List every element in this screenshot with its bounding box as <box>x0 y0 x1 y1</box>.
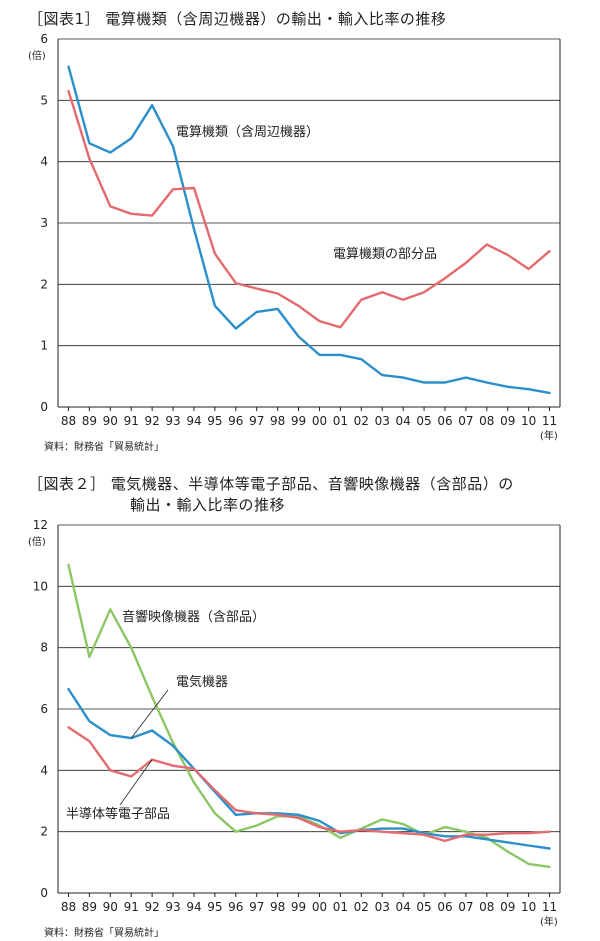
y-tick-label: 12 <box>33 518 48 532</box>
y-tick-label: 0 <box>40 400 48 414</box>
y-tick-label: 10 <box>33 579 48 593</box>
y-unit-label: (倍) <box>28 49 46 62</box>
x-tick-label: 09 <box>500 414 515 428</box>
y-tick-label: 5 <box>40 93 48 107</box>
y-tick-label: 4 <box>40 155 48 169</box>
x-tick-label: 04 <box>395 900 410 914</box>
x-tick-label: 11 <box>542 414 557 428</box>
y-tick-label: 6 <box>40 702 48 716</box>
y-tick-label: 2 <box>40 825 48 839</box>
series-line-0 <box>67 65 551 395</box>
x-tick-label: 96 <box>228 414 243 428</box>
x-tick-label: 92 <box>144 414 159 428</box>
chart2-title: ［図表２］ 電気機器、半導体等電子部品、音響映像機器（含部品）の <box>28 475 514 493</box>
x-tick-label: 07 <box>458 414 473 428</box>
x-tick-label: 88 <box>61 414 76 428</box>
series-label: 電算機類（含周辺機器） <box>176 124 319 140</box>
series-label: 電気機器 <box>176 674 228 690</box>
x-tick-label: 05 <box>416 900 431 914</box>
series-line-2 <box>67 726 551 843</box>
x-tick-label: 03 <box>375 414 390 428</box>
x-tick-label: 08 <box>479 414 494 428</box>
chart1-title: ［図表1］ 電算機類（含周辺機器）の輸出・輸入比率の推移 <box>28 10 447 28</box>
annotation-leader <box>119 759 153 806</box>
x-tick-label: 98 <box>270 900 285 914</box>
x-tick-label: 08 <box>479 900 494 914</box>
x-tick-label: 98 <box>270 414 285 428</box>
x-tick-label: 00 <box>312 414 327 428</box>
x-tick-label: 01 <box>333 414 348 428</box>
x-tick-label: 95 <box>207 900 222 914</box>
x-tick-label: 89 <box>82 900 97 914</box>
x-unit-label: (年) <box>540 915 558 928</box>
series-label: 音響映像機器（含部品） <box>122 609 265 625</box>
x-tick-label: 90 <box>103 900 118 914</box>
y-unit-label: (倍) <box>28 535 46 548</box>
y-tick-label: 6 <box>40 32 48 46</box>
series-label: 半導体等電子部品 <box>66 806 170 822</box>
x-tick-label: 88 <box>61 900 76 914</box>
y-tick-label: 0 <box>40 886 48 900</box>
x-tick-label: 90 <box>103 414 118 428</box>
x-unit-label: (年) <box>540 429 558 442</box>
x-tick-label: 11 <box>542 900 557 914</box>
x-tick-label: 91 <box>124 414 139 428</box>
series-line-1 <box>67 89 551 329</box>
x-tick-label: 93 <box>165 414 180 428</box>
y-tick-label: 4 <box>40 763 48 777</box>
x-tick-label: 09 <box>500 900 515 914</box>
x-tick-label: 91 <box>124 900 139 914</box>
x-tick-label: 99 <box>291 900 306 914</box>
series-line-0 <box>67 563 551 869</box>
x-tick-label: 94 <box>186 900 201 914</box>
x-tick-label: 04 <box>395 414 410 428</box>
x-tick-label: 94 <box>186 414 201 428</box>
x-tick-label: 92 <box>144 900 159 914</box>
x-tick-label: 99 <box>291 414 306 428</box>
x-tick-label: 93 <box>165 900 180 914</box>
x-tick-label: 10 <box>521 900 536 914</box>
x-tick-label: 05 <box>416 414 431 428</box>
x-tick-label: 07 <box>458 900 473 914</box>
x-tick-label: 02 <box>354 414 369 428</box>
x-tick-label: 02 <box>354 900 369 914</box>
y-tick-label: 1 <box>40 339 48 353</box>
series-label: 電算機類の部分品 <box>333 247 437 262</box>
x-tick-label: 97 <box>249 414 264 428</box>
chart2-title-line2: 輸出・輸入比率の推移 <box>130 496 286 514</box>
y-tick-label: 2 <box>40 277 48 291</box>
y-tick-label: 3 <box>40 216 48 230</box>
x-tick-label: 96 <box>228 900 243 914</box>
x-tick-label: 03 <box>375 900 390 914</box>
x-tick-label: 89 <box>82 414 97 428</box>
x-tick-label: 06 <box>437 900 452 914</box>
x-tick-label: 01 <box>333 900 348 914</box>
annotation-leader <box>130 689 169 739</box>
x-tick-label: 95 <box>207 414 222 428</box>
x-tick-label: 10 <box>521 414 536 428</box>
y-tick-label: 8 <box>40 641 48 655</box>
chart2-source: 資料：財務省「貿易統計」 <box>44 928 164 939</box>
series-line-1 <box>67 687 551 850</box>
x-tick-label: 06 <box>437 414 452 428</box>
x-tick-label: 00 <box>312 900 327 914</box>
x-tick-label: 97 <box>249 900 264 914</box>
chart1-source: 資料：財務省「貿易統計」 <box>44 442 164 453</box>
